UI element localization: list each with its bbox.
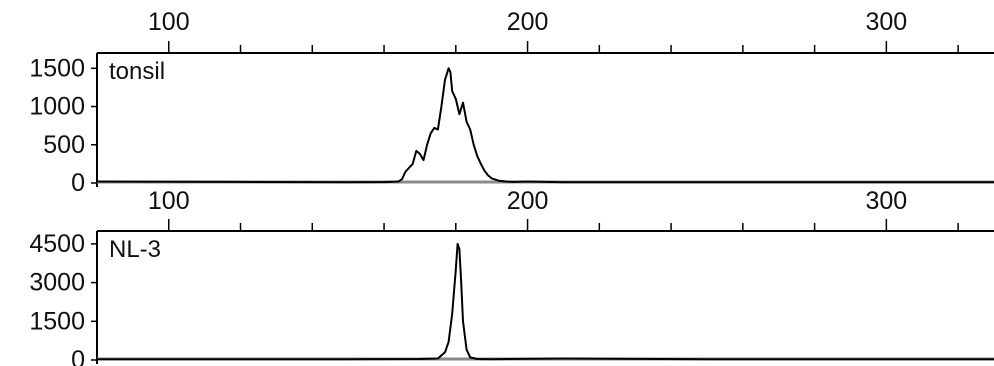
series-line-1 — [96, 67, 994, 184]
y-tick-label: 0 — [71, 346, 85, 366]
y-tick-label: 3000 — [29, 269, 85, 297]
x-tick-label: 300 — [866, 187, 908, 215]
x-tick-label: 200 — [507, 187, 549, 215]
y-tick-label: 1500 — [29, 54, 85, 82]
x-tick-label: 200 — [507, 8, 549, 36]
x-tick-label: 100 — [148, 187, 190, 215]
x-tick-label: 300 — [866, 8, 908, 36]
panel-1: 100 200 300 0 500 1000 1500 tonsil — [29, 8, 994, 197]
y-tick-label: 1000 — [29, 93, 85, 121]
panel-label: tonsil — [109, 58, 165, 85]
panel-label: NL-3 — [109, 236, 161, 263]
y-tick-label: 500 — [43, 131, 85, 159]
y-tick-label: 0 — [71, 169, 85, 197]
x-tick-label: 100 — [148, 8, 190, 36]
y-tick-label: 1500 — [29, 307, 85, 335]
series-line-1 — [97, 242, 994, 361]
y-tick-label: 4500 — [29, 230, 85, 258]
